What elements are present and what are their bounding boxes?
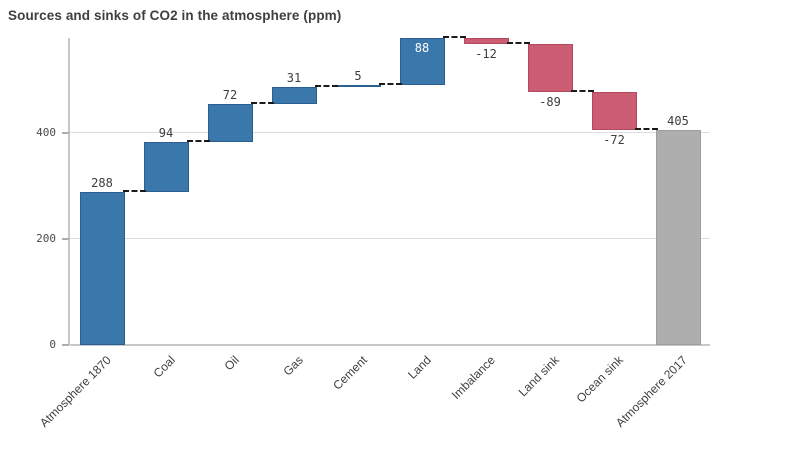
connector-imbalance-to-land-sink xyxy=(506,42,530,45)
y-tick-label-400: 400 xyxy=(36,125,56,139)
bar-land[interactable] xyxy=(399,38,445,85)
connector-oil-to-gas xyxy=(250,101,274,104)
x-label-land-sink[interactable]: Land sink xyxy=(515,353,562,400)
value-label-oil: 72 xyxy=(222,87,238,102)
bar-atmosphere-2017[interactable] xyxy=(655,129,701,345)
gridline-0 xyxy=(70,344,710,346)
x-label-ocean-sink[interactable]: Ocean sink xyxy=(573,353,626,406)
y-axis-line xyxy=(68,38,70,345)
bar-ocean-sink[interactable] xyxy=(591,91,637,130)
value-label-coal: 94 xyxy=(158,126,174,141)
connector-cement-to-land xyxy=(378,82,402,85)
gridline-200 xyxy=(70,237,710,239)
bar-imbalance[interactable] xyxy=(463,38,509,45)
connector-atmosphere-1870-to-coal xyxy=(122,190,146,193)
x-label-atmosphere-2017[interactable]: Atmosphere 2017 xyxy=(613,353,690,430)
y-tick-400 xyxy=(62,131,69,134)
value-label-land: 88 xyxy=(414,41,430,55)
bar-gas[interactable] xyxy=(271,87,317,104)
value-label-ocean-sink: -72 xyxy=(603,132,625,147)
value-label-land-sink: -89 xyxy=(539,94,561,109)
value-label-imbalance: -12 xyxy=(475,47,497,62)
plot-area: 0 200 400 288 94 72 31 5 88 -12 -89 -72 405 Atmospher… xyxy=(36,36,710,430)
value-label-atmosphere-1870: 288 xyxy=(91,176,113,191)
x-label-atmosphere-1870[interactable]: Atmosphere 1870 xyxy=(37,353,114,430)
x-label-imbalance[interactable]: Imbalance xyxy=(448,353,498,403)
connector-gas-to-cement xyxy=(314,85,338,88)
bar-cement[interactable] xyxy=(335,84,381,88)
y-tick-label-0: 0 xyxy=(49,338,56,351)
value-label-cement: 5 xyxy=(354,68,362,83)
bar-atmosphere-1870[interactable] xyxy=(79,192,125,345)
x-label-gas[interactable]: Gas xyxy=(280,353,306,379)
x-label-cement[interactable]: Cement xyxy=(330,353,370,393)
bar-oil[interactable] xyxy=(207,103,253,143)
bar-coal[interactable] xyxy=(143,142,189,193)
value-label-atmosphere-2017: 405 xyxy=(667,113,689,128)
value-label-gas: 31 xyxy=(286,71,302,86)
y-tick-200 xyxy=(62,237,69,240)
x-label-land[interactable]: Land xyxy=(405,353,434,382)
x-label-oil[interactable]: Oil xyxy=(221,353,242,374)
connector-land-sink-to-ocean-sink xyxy=(570,89,594,92)
connector-ocean-sink-to-atmosphere-2017 xyxy=(634,127,658,130)
connector-coal-to-oil xyxy=(186,140,210,143)
y-tick-0 xyxy=(62,344,69,346)
y-tick-label-200: 200 xyxy=(36,231,56,245)
chart-title: Sources and sinks of CO2 in the atmosphe… xyxy=(8,8,342,23)
bar-land-sink[interactable] xyxy=(527,44,573,92)
gridline-400 xyxy=(70,131,710,133)
x-label-coal[interactable]: Coal xyxy=(150,353,178,381)
connector-land-to-imbalance xyxy=(442,36,466,38)
